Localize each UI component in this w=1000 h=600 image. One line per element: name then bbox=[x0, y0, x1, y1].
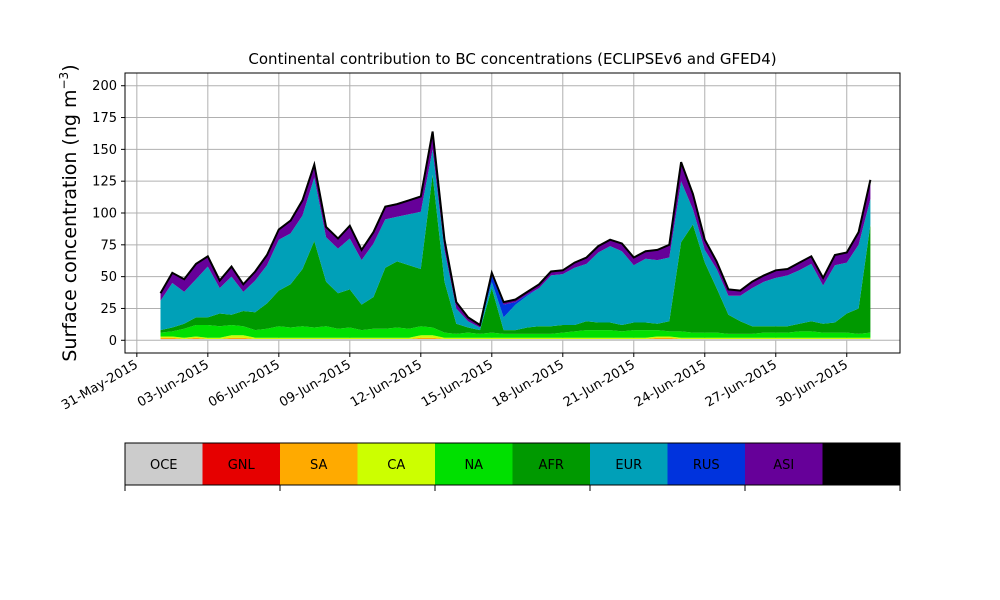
legend-label-ca: CA bbox=[387, 458, 405, 473]
y-tick-label: 175 bbox=[92, 111, 117, 126]
legend-swatch-aus bbox=[822, 443, 901, 485]
y-axis-label-main: Surface concentration (ng m bbox=[59, 90, 81, 362]
x-tick-label: 06-Jun-2015 bbox=[206, 357, 283, 410]
legend-label-oce: OCE bbox=[150, 458, 178, 473]
legend-frame bbox=[124, 442, 901, 486]
x-tick-label: 21-Jun-2015 bbox=[561, 357, 638, 410]
chart-title: Continental contribution to BC concentra… bbox=[248, 50, 776, 68]
area-na bbox=[160, 325, 871, 338]
y-tick-label: 25 bbox=[100, 302, 117, 317]
legend-swatch-rus bbox=[667, 443, 746, 485]
x-axis-ticks: 31-May-201503-Jun-201506-Jun-201509-Jun-… bbox=[59, 353, 851, 413]
area-ca bbox=[160, 335, 871, 339]
legend-swatch-eur bbox=[590, 443, 668, 485]
legend-label-na: NA bbox=[464, 458, 483, 473]
x-tick-label: 03-Jun-2015 bbox=[135, 357, 212, 410]
x-tick-label: 24-Jun-2015 bbox=[632, 357, 709, 410]
legend-label-sa: SA bbox=[310, 458, 327, 473]
y-axis-label: Surface concentration (ng m−3) bbox=[57, 64, 81, 361]
x-tick-label: 09-Jun-2015 bbox=[277, 357, 354, 410]
y-tick-label: 150 bbox=[92, 143, 117, 158]
colorbar-legend: OCE GNL SA CA NA AFR EUR RUS ASI AUS bbox=[124, 442, 901, 491]
area-sa bbox=[160, 337, 871, 339]
legend-label-eur: EUR bbox=[615, 458, 642, 473]
legend-label-gnl: GNL bbox=[228, 458, 256, 473]
area-oce bbox=[160, 339, 871, 341]
legend-swatch-asi bbox=[745, 443, 823, 485]
legend-swatch-afr bbox=[512, 443, 591, 485]
x-tick-label: 30-Jun-2015 bbox=[774, 357, 851, 410]
x-tick-label: 15-Jun-2015 bbox=[419, 357, 496, 410]
legend-swatch-oce bbox=[125, 443, 203, 485]
y-tick-label: 0 bbox=[109, 334, 117, 349]
x-tick-label: 18-Jun-2015 bbox=[490, 357, 567, 410]
y-axis-ticks: 0 25 50 75 100 125 150 175 200 bbox=[92, 79, 125, 349]
legend-label-afr: AFR bbox=[539, 458, 564, 473]
chart-total-line bbox=[159, 131, 872, 327]
y-axis-label-close: ) bbox=[59, 64, 81, 71]
legend-label-rus: RUS bbox=[693, 458, 720, 473]
y-tick-label: 75 bbox=[100, 238, 117, 253]
legend-swatch-sa bbox=[280, 443, 358, 485]
area-eur bbox=[160, 149, 871, 331]
x-tick-label: 31-May-2015 bbox=[59, 357, 141, 413]
legend-swatch-na bbox=[435, 443, 513, 485]
y-tick-label: 200 bbox=[92, 79, 117, 94]
x-tick-label: 12-Jun-2015 bbox=[348, 357, 425, 410]
area-afr bbox=[160, 174, 871, 334]
total-outline bbox=[159, 131, 872, 327]
y-tick-label: 125 bbox=[92, 175, 117, 190]
legend-label-aus: AUS bbox=[848, 458, 875, 473]
x-tick-label: 27-Jun-2015 bbox=[703, 357, 780, 410]
chart-areas bbox=[160, 131, 871, 341]
y-tick-label: 50 bbox=[100, 270, 117, 285]
y-axis-label-exponent: −3 bbox=[57, 72, 71, 90]
legend-swatch-gnl bbox=[202, 443, 281, 485]
legend-swatch-ca bbox=[357, 443, 436, 485]
y-tick-label: 100 bbox=[92, 207, 117, 222]
legend-label-asi: ASI bbox=[773, 458, 794, 473]
